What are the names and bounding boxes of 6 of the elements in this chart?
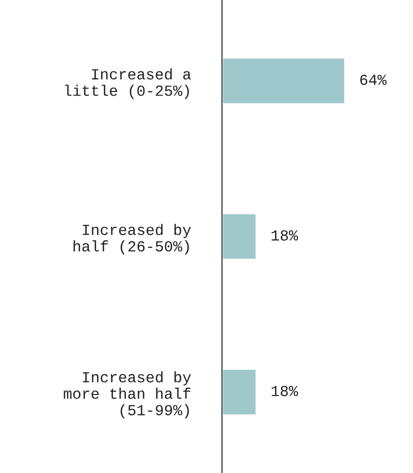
y-tick-label: Increased by half (26-50%) [74, 224, 191, 255]
data-label: 64% [360, 74, 387, 86]
y-tick-label: Increased by more than half (51-99%) [64, 371, 191, 418]
y-tick-label: Increased a little (0-25%) [65, 68, 191, 99]
data-label: 18% [272, 386, 298, 396]
data-label: 18% [272, 230, 298, 241]
